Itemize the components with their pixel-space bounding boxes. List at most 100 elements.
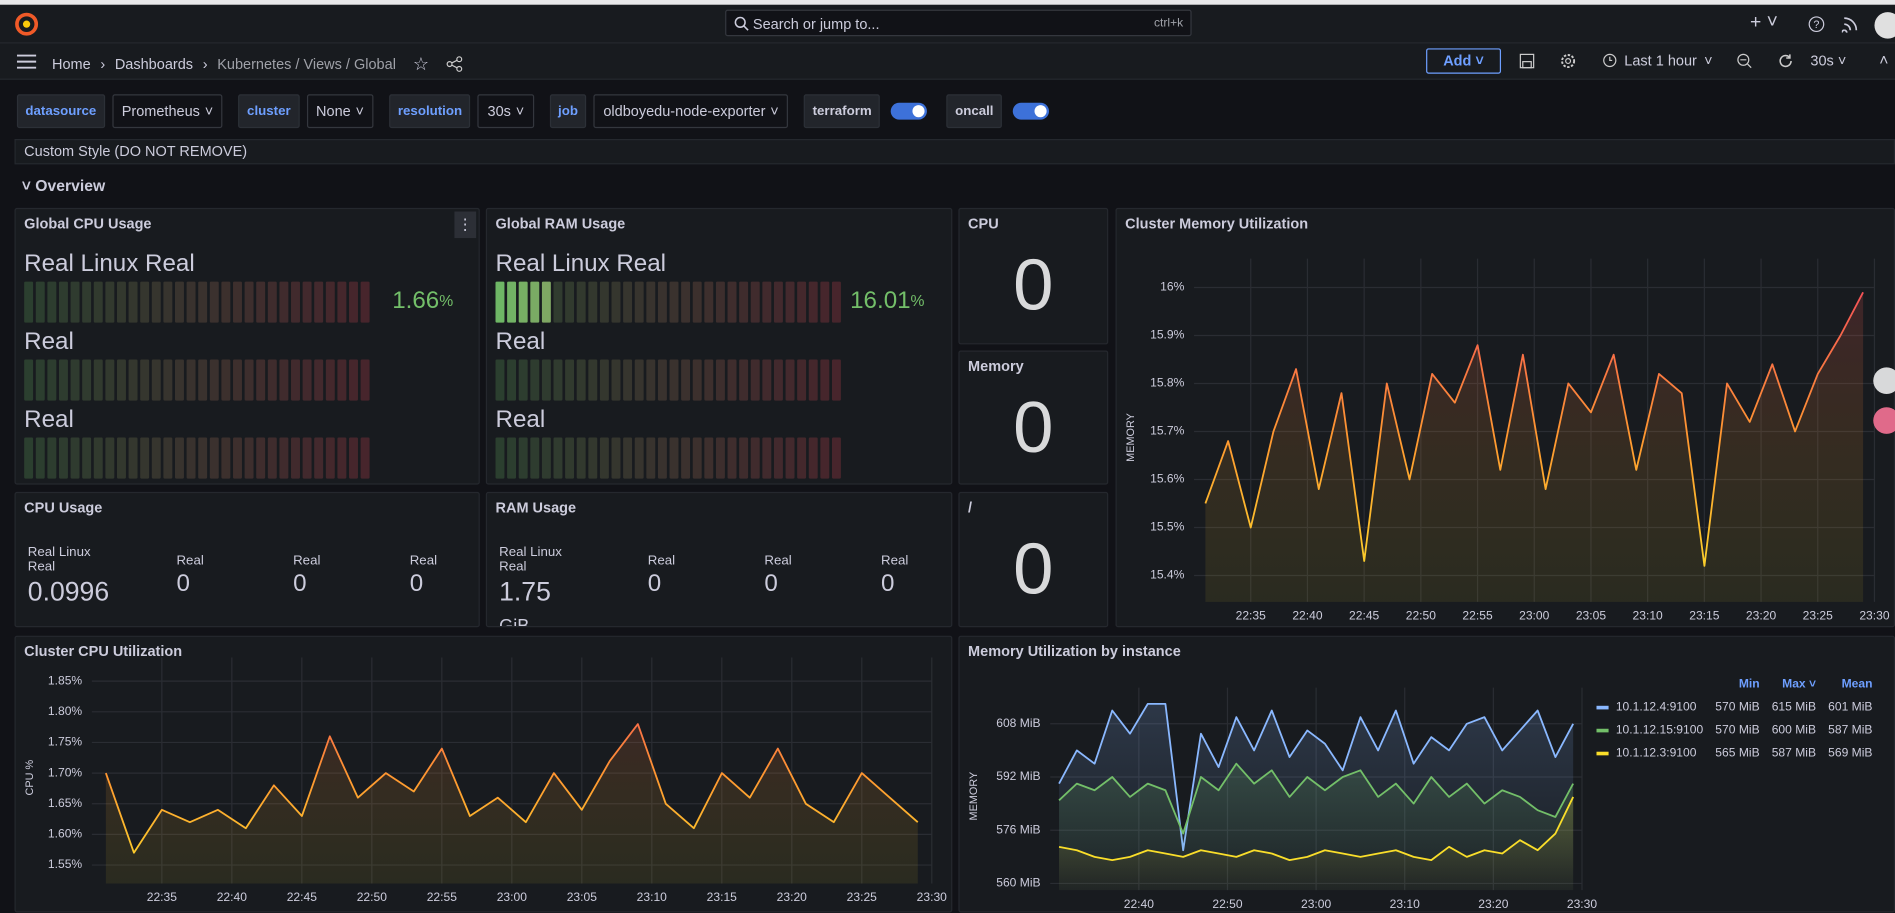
gauge-cell (832, 360, 841, 401)
clock-icon (1603, 53, 1618, 68)
stat-value: 1.75 GiB (499, 576, 572, 627)
stat-value: 0 (293, 570, 390, 598)
gauge-cell (728, 360, 737, 401)
help-icon[interactable]: ? (1808, 16, 1825, 33)
gauge-cell (646, 437, 655, 478)
gauge-cell (117, 360, 126, 401)
panel-title: / (968, 499, 972, 516)
breadcrumb[interactable]: Home (52, 56, 91, 73)
x-tick-label: 22:45 (287, 890, 318, 904)
floating-button[interactable] (1873, 407, 1895, 434)
legend-row[interactable]: 10.1.12.3:9100565 MiB587 MiB569 MiB (1590, 742, 1878, 765)
gauge-cell (291, 282, 300, 323)
zoom-out-icon[interactable] (1737, 53, 1753, 69)
y-tick-label: 608 MiB (996, 716, 1040, 730)
new-button[interactable]: + ˅ (1750, 12, 1778, 34)
variable-select[interactable]: 30s˅ (478, 94, 534, 128)
y-tick-label: 15.9% (1150, 328, 1185, 342)
stat-name: Real (881, 554, 952, 569)
gauge-cell (542, 360, 551, 401)
breadcrumb[interactable]: Dashboards (115, 56, 193, 73)
star-icon[interactable]: ☆ (413, 53, 429, 75)
toggle-switch[interactable] (891, 103, 927, 120)
gauge-cell (303, 282, 312, 323)
value: 0 (648, 570, 661, 597)
variable-select[interactable]: oldboyedu-node-exporter˅ (594, 94, 789, 128)
gauge-cell (36, 437, 45, 478)
toggle-switch[interactable] (1013, 103, 1049, 120)
gauge-cell (728, 437, 737, 478)
gauge-cell (565, 360, 574, 401)
row-header[interactable]: ˅ Overview (22, 176, 105, 194)
gauge-cell (349, 437, 358, 478)
time-picker[interactable]: Last 1 hour˅ (1603, 52, 1713, 69)
gauge-cell (554, 360, 563, 401)
y-tick-label: 1.75% (48, 735, 83, 749)
gauge-cell (519, 437, 528, 478)
share-icon[interactable] (446, 56, 463, 73)
gauge-cell (187, 360, 196, 401)
gauge-cell (670, 437, 679, 478)
refresh-icon[interactable] (1778, 53, 1794, 69)
news-icon[interactable] (1842, 16, 1859, 33)
legend-row[interactable]: 10.1.12.4:9100570 MiB615 MiB601 MiB (1590, 696, 1878, 719)
gauge-cell (198, 437, 207, 478)
caret: ˅ (1704, 52, 1712, 69)
panel-title: CPU (968, 215, 999, 232)
gauge-cell (739, 282, 748, 323)
y-tick-label: 1.65% (48, 796, 83, 810)
gauge-cell (762, 282, 771, 323)
gauge-cell (279, 360, 288, 401)
floating-button[interactable] (1873, 367, 1895, 394)
gauge-cell (36, 282, 45, 323)
stat-item: Real0 (176, 554, 273, 599)
x-tick-label: 23:10 (637, 890, 668, 904)
menu-icon[interactable] (17, 54, 36, 69)
variable: clusterNone˅ (239, 94, 374, 128)
gauge-cell (693, 360, 702, 401)
value: 0 (293, 570, 306, 597)
unit: % (911, 293, 925, 310)
variable-value: oldboyedu-node-exporter (603, 103, 765, 120)
gauge-cell (140, 437, 149, 478)
legend-column[interactable]: Mean (1822, 673, 1878, 696)
stat-item: Real0 (293, 554, 390, 599)
gauge-cell (751, 360, 760, 401)
gauge-cell (152, 282, 161, 323)
settings-icon[interactable] (1560, 53, 1576, 69)
variable: datasourcePrometheus˅ (17, 94, 223, 128)
gauge-cell (704, 282, 713, 323)
grafana-logo[interactable] (15, 12, 39, 36)
legend-label: 10.1.12.3:9100 (1616, 747, 1697, 760)
gauge-name: Real (496, 406, 546, 433)
x-tick-label: 22:40 (217, 890, 248, 904)
gauge-cell (832, 437, 841, 478)
legend-column[interactable]: Max ˅ (1766, 673, 1822, 696)
variable-select[interactable]: None˅ (306, 94, 373, 128)
avatar[interactable] (1874, 12, 1895, 39)
y-tick-label: 15.8% (1150, 376, 1185, 390)
gauge-cell (588, 437, 597, 478)
stat-item: Real Linux Real1.75 GiB (499, 545, 572, 627)
stat-name: Real Linux Real (499, 545, 572, 574)
variable-select[interactable]: Prometheus˅ (112, 94, 223, 128)
x-tick-label: 23:00 (1301, 897, 1332, 911)
gauge-cell (797, 360, 806, 401)
gauge-cell (59, 437, 68, 478)
gauge-cell (221, 360, 230, 401)
refresh-interval: 30s (1810, 52, 1833, 69)
legend-value: 587 MiB (1766, 742, 1822, 765)
collapse-icon[interactable]: ˄ (1879, 51, 1888, 69)
search-box[interactable]: Search or jump to... ctrl+k (725, 10, 1192, 37)
value: 0 (410, 570, 423, 597)
legend-column[interactable]: Min (1709, 673, 1765, 696)
stat-panel: RAM UsageReal Linux Real1.75 GiBReal0Rea… (486, 492, 953, 627)
add-button[interactable]: Add ˅ (1426, 48, 1501, 73)
gauge-cell (588, 282, 597, 323)
save-icon[interactable] (1519, 53, 1535, 69)
refresh-picker[interactable]: 30s ˅ (1810, 52, 1846, 69)
y-tick-label: 1.80% (48, 704, 83, 718)
gauge-value: 1.66% (392, 288, 453, 315)
add-label: Add (1443, 52, 1471, 69)
legend-row[interactable]: 10.1.12.15:9100570 MiB600 MiB587 MiB (1590, 719, 1878, 742)
